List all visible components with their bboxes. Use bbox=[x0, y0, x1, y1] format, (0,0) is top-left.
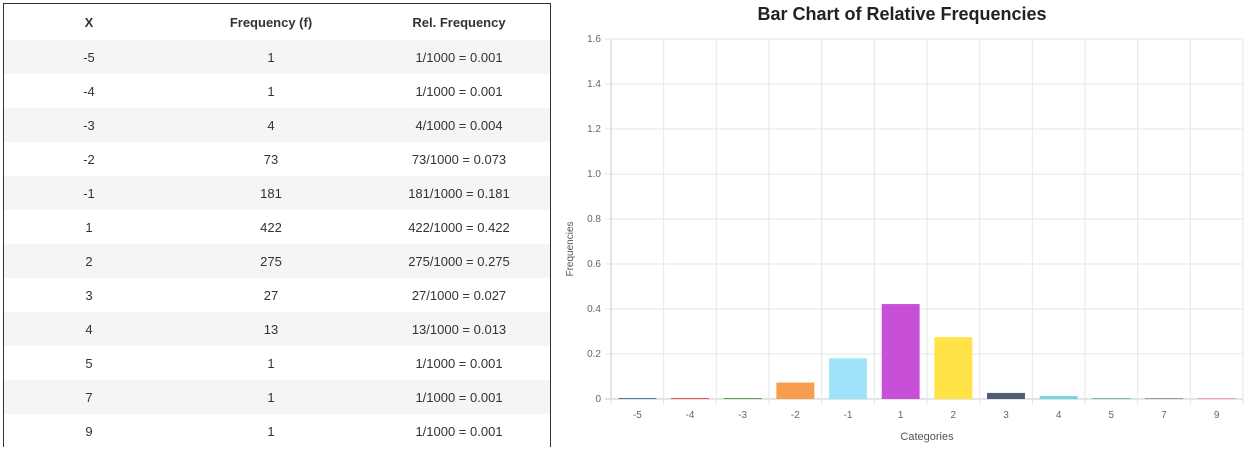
cell-frequency: 422 bbox=[174, 210, 368, 244]
frequency-table: X Frequency (f) Rel. Frequency -5 1 1/1000… bbox=[4, 4, 550, 448]
cell-rel-frequency: 181/1000 = 0.181 bbox=[368, 176, 550, 210]
table-row: -3 4 4/1000 = 0.004 bbox=[4, 108, 550, 142]
cell-frequency: 1 bbox=[174, 414, 368, 448]
cell-x: 9 bbox=[4, 414, 174, 448]
bar bbox=[1145, 398, 1183, 399]
bar bbox=[1197, 398, 1236, 399]
y-tick-label: 0.8 bbox=[587, 214, 601, 225]
cell-rel-frequency: 1/1000 = 0.001 bbox=[368, 74, 550, 108]
cell-frequency: 73 bbox=[174, 142, 368, 176]
bar-chart: Bar Chart of Relative Frequencies 0 0.2 0.… bbox=[556, 0, 1248, 459]
chart-svg: 0 0.2 0.4 0.6 0.8 1.0 1.2 1.4 1.6 -5 -4 -3 -2 -1 1 2 3 4 5… bbox=[565, 34, 1244, 443]
y-tick-label: 1.2 bbox=[587, 124, 601, 135]
cell-frequency: 1 bbox=[174, 74, 368, 108]
bar bbox=[934, 337, 973, 399]
cell-frequency: 27 bbox=[174, 278, 368, 312]
cell-frequency: 181 bbox=[174, 176, 368, 210]
cell-frequency: 1 bbox=[174, 380, 368, 414]
cell-rel-frequency: 1/1000 = 0.001 bbox=[368, 40, 550, 74]
y-tick-label: 1.0 bbox=[587, 169, 601, 180]
chart-title: Bar Chart of Relative Frequencies bbox=[757, 4, 1047, 24]
table-body: -5 1 1/1000 = 0.001 -4 1 1/1000 = 0.001 -3 4 4/1… bbox=[4, 40, 550, 448]
y-tick-label: 0.6 bbox=[587, 259, 601, 270]
y-tick-label: 1.6 bbox=[587, 34, 601, 45]
table-row: 7 1 1/1000 = 0.001 bbox=[4, 380, 550, 414]
table-row: 5 1 1/1000 = 0.001 bbox=[4, 346, 550, 380]
x-tick-label: 4 bbox=[1056, 410, 1062, 421]
cell-x: 1 bbox=[4, 210, 174, 244]
x-tick-label: 7 bbox=[1161, 410, 1167, 421]
bar bbox=[618, 398, 657, 399]
x-tick-label: -4 bbox=[686, 410, 695, 421]
cell-x: 3 bbox=[4, 278, 174, 312]
cell-rel-frequency: 4/1000 = 0.004 bbox=[368, 108, 550, 142]
cell-x: -3 bbox=[4, 108, 174, 142]
table-row: -1 181 181/1000 = 0.181 bbox=[4, 176, 550, 210]
bar bbox=[1039, 396, 1078, 399]
table-header-row: X Frequency (f) Rel. Frequency bbox=[4, 4, 550, 40]
x-tick-label: 1 bbox=[898, 410, 904, 421]
cell-frequency: 1 bbox=[174, 346, 368, 380]
table-row: 2 275 275/1000 = 0.275 bbox=[4, 244, 550, 278]
table-row: 3 27 27/1000 = 0.027 bbox=[4, 278, 550, 312]
cell-frequency: 13 bbox=[174, 312, 368, 346]
cell-x: 2 bbox=[4, 244, 174, 278]
table-row: 1 422 422/1000 = 0.422 bbox=[4, 210, 550, 244]
bar bbox=[829, 358, 867, 399]
cell-rel-frequency: 1/1000 = 0.001 bbox=[368, 414, 550, 448]
frequency-table-container: X Frequency (f) Rel. Frequency -5 1 1/1000… bbox=[3, 3, 551, 448]
x-tick-label: 5 bbox=[1109, 410, 1115, 421]
table-row: -4 1 1/1000 = 0.001 bbox=[4, 74, 550, 108]
cell-rel-frequency: 27/1000 = 0.027 bbox=[368, 278, 550, 312]
y-tick-label: 0.2 bbox=[587, 349, 601, 360]
cell-frequency: 275 bbox=[174, 244, 368, 278]
cell-rel-frequency: 13/1000 = 0.013 bbox=[368, 312, 550, 346]
table-row: -5 1 1/1000 = 0.001 bbox=[4, 40, 550, 74]
y-axis-title: Frequencies bbox=[565, 221, 576, 276]
x-tick-label: 9 bbox=[1214, 410, 1220, 421]
cell-x: -4 bbox=[4, 74, 174, 108]
cell-frequency: 4 bbox=[174, 108, 368, 142]
bar bbox=[881, 304, 920, 399]
bar bbox=[1092, 398, 1131, 399]
table-row: 4 13 13/1000 = 0.013 bbox=[4, 312, 550, 346]
bar bbox=[776, 382, 815, 399]
y-tick-label: 0.4 bbox=[587, 304, 601, 315]
x-tick-label: -2 bbox=[791, 410, 800, 421]
x-tick-label: -1 bbox=[844, 410, 853, 421]
x-tick-label: -3 bbox=[738, 410, 747, 421]
cell-frequency: 1 bbox=[174, 40, 368, 74]
table-row: -2 73 73/1000 = 0.073 bbox=[4, 142, 550, 176]
x-tick-label: 3 bbox=[1003, 410, 1009, 421]
cell-rel-frequency: 422/1000 = 0.422 bbox=[368, 210, 550, 244]
x-tick-label: 2 bbox=[951, 410, 957, 421]
header-x: X bbox=[4, 4, 174, 40]
bar bbox=[987, 392, 1025, 399]
cell-rel-frequency: 1/1000 = 0.001 bbox=[368, 380, 550, 414]
x-axis-title: Categories bbox=[900, 431, 954, 443]
cell-x: -1 bbox=[4, 176, 174, 210]
cell-x: 4 bbox=[4, 312, 174, 346]
cell-rel-frequency: 1/1000 = 0.001 bbox=[368, 346, 550, 380]
y-tick-label: 1.4 bbox=[587, 79, 601, 90]
bar bbox=[723, 398, 762, 399]
header-frequency: Frequency (f) bbox=[174, 4, 368, 40]
cell-x: 5 bbox=[4, 346, 174, 380]
table-row: 9 1 1/1000 = 0.001 bbox=[4, 414, 550, 448]
cell-rel-frequency: 73/1000 = 0.073 bbox=[368, 142, 550, 176]
bar bbox=[671, 398, 709, 399]
x-tick-label: -5 bbox=[633, 410, 642, 421]
cell-x: -2 bbox=[4, 142, 174, 176]
cell-rel-frequency: 275/1000 = 0.275 bbox=[368, 244, 550, 278]
y-tick-label: 0 bbox=[595, 394, 601, 405]
header-rel-frequency: Rel. Frequency bbox=[368, 4, 550, 40]
cell-x: 7 bbox=[4, 380, 174, 414]
cell-x: -5 bbox=[4, 40, 174, 74]
